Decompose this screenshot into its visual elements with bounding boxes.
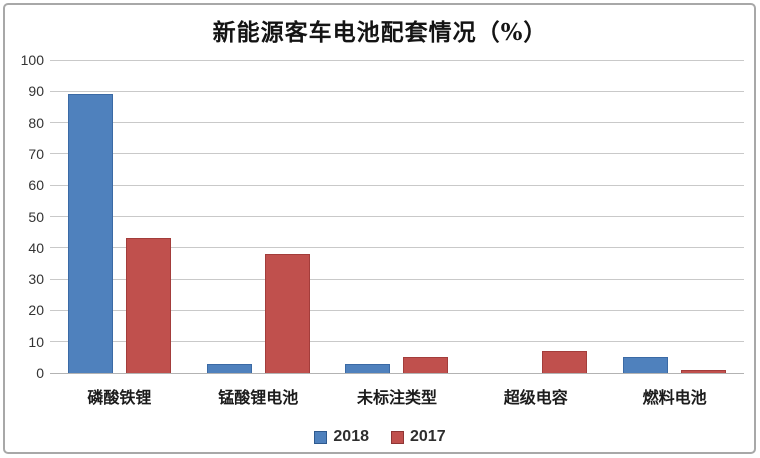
gridline-90: [50, 90, 744, 92]
chart-title: 新能源客车电池配套情况（%）: [212, 19, 548, 46]
legend-item-2017: 2017: [391, 428, 446, 446]
y-tick-label-10: 10: [28, 333, 44, 350]
legend-label-2018: 2018: [333, 428, 369, 445]
y-tick-label-80: 80: [28, 114, 44, 131]
y-tick-label-90: 90: [28, 83, 44, 100]
legend-swatch-2017: [391, 430, 404, 444]
y-tick-label-100: 100: [20, 52, 44, 68]
bar-2018-1: [67, 94, 113, 373]
x-category-label-2: 锰酸锂电池: [218, 388, 299, 407]
gridline-60: [50, 184, 744, 186]
x-category-label-3: 未标注类型: [356, 388, 437, 407]
gridline-10: [50, 341, 744, 343]
bar-2018-3: [345, 364, 391, 373]
x-category-label-1: 磷酸铁锂: [87, 388, 152, 407]
gridline-70: [50, 153, 744, 155]
bar-groups: [50, 60, 744, 373]
gridline-40: [50, 247, 744, 249]
y-tick-label-50: 50: [28, 208, 44, 225]
gridline-80: [50, 122, 744, 124]
x-category-label-5: 燃料电池: [642, 388, 707, 407]
legend-item-2018: 2018: [314, 428, 369, 446]
gridline-100: [50, 59, 744, 61]
y-tick-label-0: 0: [36, 365, 44, 381]
bar-group-5: [605, 60, 744, 373]
chart-frame-border: [3, 3, 756, 454]
bar-2017-5: [681, 370, 727, 373]
bar-2017-2: [264, 254, 310, 373]
bar-2017-1: [125, 238, 171, 373]
bar-group-1: [50, 60, 189, 373]
bar-group-4: [466, 60, 605, 373]
bar-group-2: [189, 60, 328, 373]
y-tick-label-30: 30: [28, 271, 44, 288]
gridline-30: [50, 278, 744, 280]
legend-label-2017: 2017: [410, 428, 446, 445]
x-category-label-4: 超级电容: [503, 388, 568, 407]
plot-area: [50, 59, 744, 374]
gridline-50: [50, 216, 744, 217]
chart-legend: 2018 2017: [0, 428, 760, 446]
bar-2017-3: [403, 357, 449, 373]
gridline-20: [50, 309, 744, 311]
y-tick-label-70: 70: [28, 145, 44, 162]
bar-2018-5: [623, 357, 669, 373]
bar-2018-2: [206, 364, 252, 373]
x-axis-labels: 磷酸铁锂 锰酸锂电池 未标注类型 超级电容 燃料电池: [50, 384, 744, 408]
bar-2017-4: [542, 351, 588, 373]
bar-group-3: [328, 60, 467, 373]
x-axis-line: [50, 373, 744, 374]
y-tick-label-20: 20: [28, 302, 44, 319]
y-tick-label-40: 40: [28, 239, 44, 256]
legend-swatch-2018: [314, 430, 328, 444]
y-tick-label-60: 60: [28, 177, 44, 194]
